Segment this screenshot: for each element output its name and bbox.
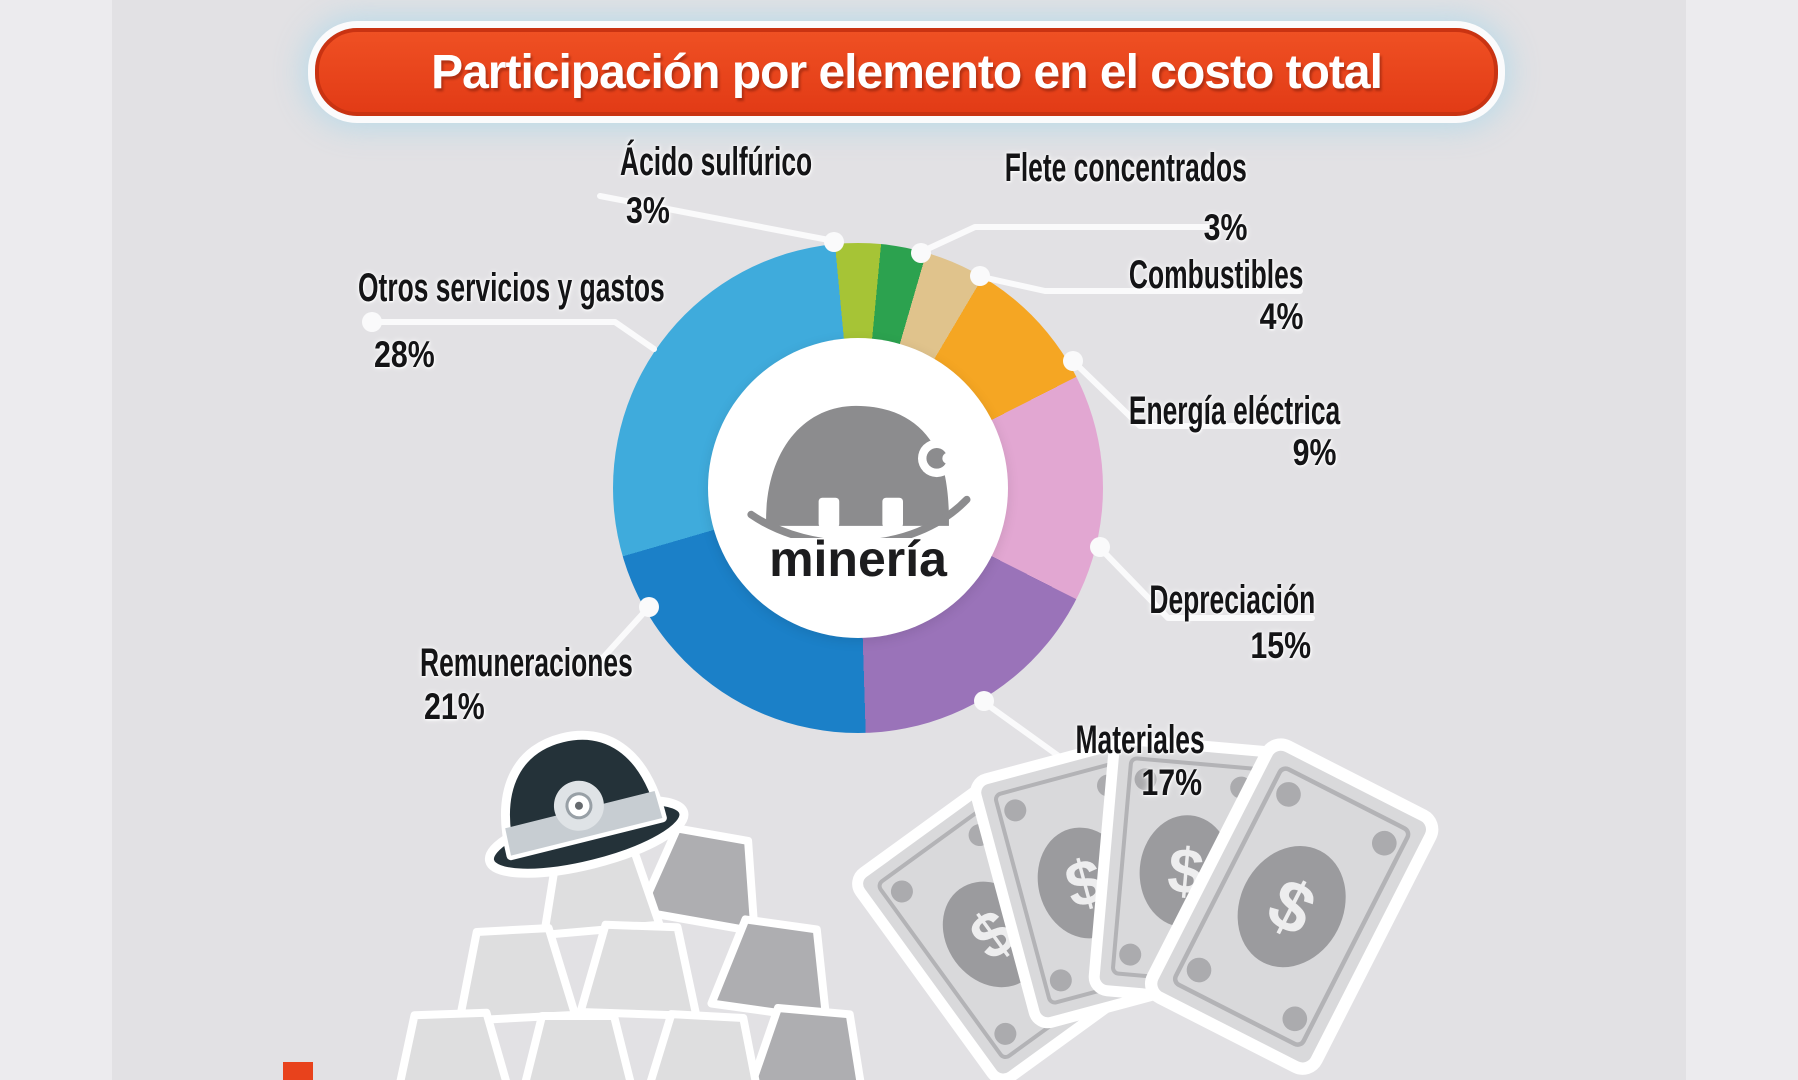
center-brand-label: minería xyxy=(769,531,947,587)
segment-label-remuneraciones: Remuneraciones xyxy=(420,641,633,685)
left-margin xyxy=(0,0,112,1080)
segment-pct-materiales: 17% xyxy=(1141,762,1202,803)
segment-label-acido: Ácido sulfúrico xyxy=(620,140,813,184)
leader-dot-otros xyxy=(362,312,382,332)
segment-pct-energia: 9% xyxy=(1292,432,1336,473)
ingot-stack-icon xyxy=(391,824,868,1080)
segment-label-combustibles: Combustibles xyxy=(1128,253,1303,297)
source-mark xyxy=(283,1062,313,1080)
segment-label-otros: Otros servicios y gastos xyxy=(358,266,665,310)
segment-pct-depreciacion: 15% xyxy=(1250,625,1311,666)
leader-line-flete xyxy=(918,224,1243,255)
mining-helmet-icon xyxy=(747,405,971,538)
page-title: Participación por elemento en el costo t… xyxy=(431,45,1383,99)
segment-pct-acido: 3% xyxy=(626,190,670,231)
segment-label-materiales: Materiales xyxy=(1075,718,1205,762)
miner-helmet-icon xyxy=(484,730,689,878)
segment-label-depreciacion: Depreciación xyxy=(1149,578,1315,622)
segment-pct-remuneraciones: 21% xyxy=(424,686,485,727)
right-margin xyxy=(1686,0,1798,1080)
segment-label-flete: Flete concentrados xyxy=(1004,146,1247,190)
segment-label-energia: Energía eléctrica xyxy=(1128,389,1340,433)
title-banner: Participación por elemento en el costo t… xyxy=(315,28,1498,116)
segment-pct-combustibles: 4% xyxy=(1259,296,1303,337)
chart-center-medallion: minería xyxy=(708,338,1008,638)
segment-pct-otros: 28% xyxy=(374,334,435,375)
segment-pct-flete: 3% xyxy=(1203,207,1247,248)
